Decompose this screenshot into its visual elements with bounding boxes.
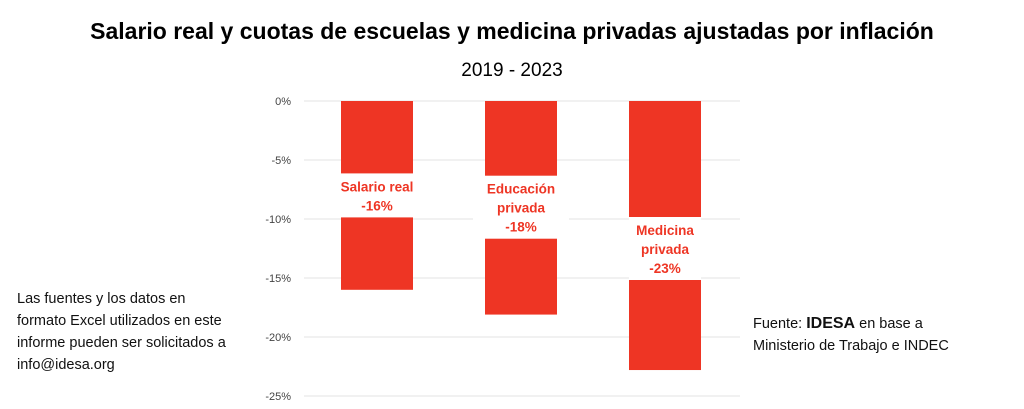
source-note: Fuente: IDESA en base a Ministerio de Tr… (753, 313, 983, 357)
y-tick-label: -20% (265, 332, 291, 344)
data-label: Salario real (341, 179, 414, 194)
data-note: Las fuentes y los datos en formato Excel… (17, 291, 226, 373)
data-label: -18% (505, 220, 537, 235)
y-tick-label: -10% (265, 214, 291, 226)
data-label-box (473, 175, 569, 239)
source-suffix: en base a Ministerio de Trabajo e INDEC (753, 316, 949, 354)
y-tick-label: -25% (265, 391, 291, 403)
data-label-box (331, 173, 423, 218)
source-brand: IDESA (806, 315, 856, 332)
y-tick-label: 0% (275, 96, 291, 108)
data-label: Educación (487, 182, 555, 197)
chart-subtitle: 2019 - 2023 (461, 60, 563, 81)
data-label: privada (497, 201, 546, 216)
source-prefix: Fuente: (753, 316, 807, 332)
data-label: privada (641, 242, 690, 257)
chart-title: Salario real y cuotas de escuelas y medi… (90, 18, 934, 44)
data-label-box (629, 217, 701, 280)
data-label: -23% (649, 261, 681, 276)
data-label: -16% (361, 198, 393, 213)
data-label: Medicina (636, 223, 694, 238)
y-tick-label: -5% (271, 155, 291, 167)
y-tick-label: -15% (265, 273, 291, 285)
